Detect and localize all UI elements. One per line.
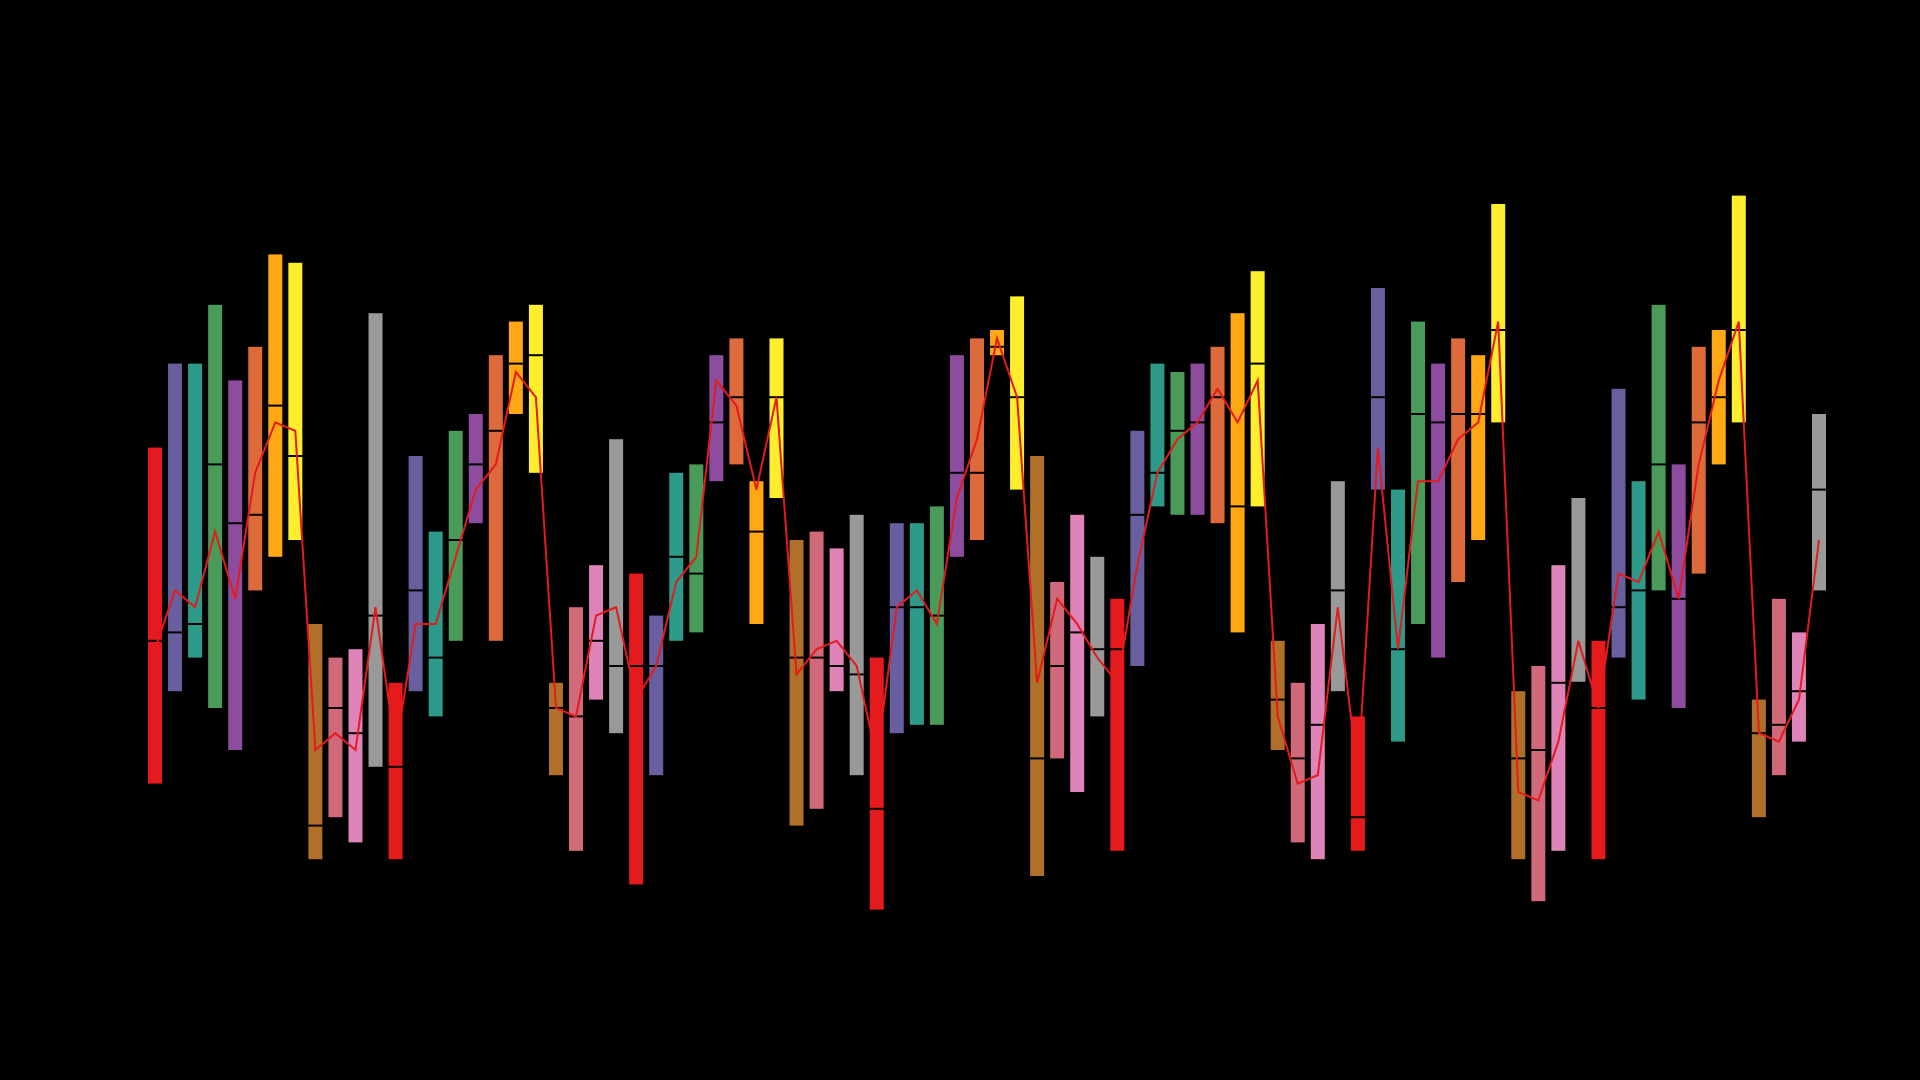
box-1 (148, 447, 162, 784)
box-80 (1731, 195, 1746, 423)
box-53 (1190, 363, 1205, 515)
box-5 (228, 380, 243, 750)
box-38 (889, 523, 904, 734)
box-65 (1431, 363, 1446, 658)
box-41 (949, 355, 964, 557)
box-62 (1370, 288, 1385, 490)
box-12 (368, 313, 383, 767)
box-37 (869, 657, 884, 910)
box-68 (1491, 204, 1506, 423)
box-74 (1611, 388, 1626, 658)
box-29 (709, 355, 724, 482)
box-17 (468, 414, 483, 524)
box-54 (1210, 346, 1225, 524)
box-33 (789, 540, 804, 826)
box-59 (1310, 624, 1325, 860)
box-51 (1150, 363, 1165, 507)
box-4 (208, 304, 223, 708)
box-47 (1070, 514, 1085, 792)
box-18 (488, 355, 503, 641)
box-10 (328, 657, 343, 818)
box-16 (448, 430, 463, 641)
box-76 (1651, 304, 1666, 591)
box-21 (548, 682, 563, 776)
mean-line-layer (154, 321, 1820, 802)
box-63 (1390, 489, 1405, 742)
box-39 (909, 523, 924, 725)
box-30 (729, 338, 744, 465)
box-67 (1471, 355, 1486, 540)
box-20 (528, 304, 543, 473)
box-72 (1571, 498, 1586, 683)
box-8 (288, 262, 303, 540)
box-34 (809, 531, 824, 809)
box-50 (1130, 430, 1145, 666)
box-58 (1290, 682, 1305, 843)
box-14 (408, 456, 423, 692)
box-36 (849, 514, 864, 776)
box-48 (1090, 556, 1105, 717)
box-26 (649, 615, 664, 776)
box-84 (1812, 414, 1826, 591)
box-49 (1110, 598, 1125, 851)
box-71 (1551, 565, 1566, 851)
box-82 (1771, 598, 1786, 776)
mean-line (154, 321, 1820, 802)
box-64 (1411, 321, 1426, 624)
box-24 (609, 439, 624, 734)
box-45 (1030, 456, 1045, 876)
box-2 (168, 363, 183, 692)
box-3 (188, 363, 203, 658)
box-22 (569, 607, 584, 851)
box-46 (1050, 582, 1065, 759)
box-35 (829, 548, 844, 692)
box-25 (629, 573, 644, 885)
box-70 (1531, 666, 1546, 902)
box-31 (749, 481, 764, 624)
box-77 (1671, 464, 1686, 708)
box-83 (1791, 632, 1806, 742)
box-66 (1451, 338, 1466, 582)
box-52 (1170, 372, 1185, 515)
box-81 (1751, 699, 1766, 818)
box-19 (508, 321, 523, 414)
box-60 (1330, 481, 1345, 692)
box-6 (248, 346, 263, 591)
box-55 (1230, 313, 1245, 633)
box-23 (589, 565, 604, 700)
